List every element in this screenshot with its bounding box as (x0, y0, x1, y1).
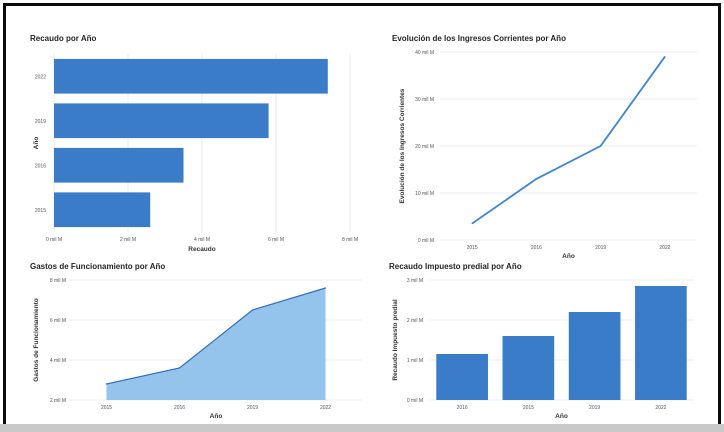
x-tick-label: 2022 (659, 245, 670, 251)
y-tick-label: 3 mil M (407, 278, 423, 284)
y-tick-label: 0 mil M (407, 398, 423, 404)
x-tick-label: 2015 (467, 245, 478, 251)
data-point (535, 178, 537, 180)
dashboard-frame: Recaudo por Año 0 mil M 2 mil M 4 mil M 6 m… (3, 3, 721, 427)
recaudo-chart-panel: Recaudo por Año 0 mil M 2 mil M 4 mil M 6 m… (30, 34, 370, 259)
x-tick-label: 0 mil M (46, 237, 62, 243)
bar (54, 147, 184, 183)
y-tick-label: 2 mil M (50, 398, 66, 404)
y-tick-label: 30 mil M (415, 97, 434, 103)
ingresos-chart-panel: Evolución de los Ingresos Corrientes por… (392, 34, 702, 260)
x-tick-label: 4 mil M (194, 237, 210, 243)
y-tick-label: 40 mil M (415, 50, 434, 56)
x-tick-label: 8 mil M (342, 237, 358, 243)
y-axis-label: Año (33, 137, 40, 150)
x-tick-label: 2016 (531, 245, 542, 251)
data-point (178, 367, 181, 369)
y-tick-label: 1 mil M (407, 358, 423, 364)
x-axis-label: Año (210, 413, 223, 420)
x-tick-label: 2019 (595, 245, 606, 251)
series-area (106, 288, 326, 400)
data-point (471, 222, 473, 225)
x-tick-label: 2 mil M (120, 237, 136, 243)
bar (436, 354, 488, 400)
bar (568, 312, 621, 400)
bar (502, 336, 555, 400)
data-point (251, 309, 254, 311)
y-tick-label: 10 mil M (415, 191, 434, 197)
y-axis-label: Evolución de los Ingresos Corrientes (399, 88, 406, 203)
bottom-edge (0, 424, 724, 432)
y-tick-label: 2015 (35, 208, 46, 214)
gastos-chart: 2 mil M 4 mil M 6 mil M 8 mil M 2015 2016 2019… (33, 278, 362, 420)
y-tick-label: 2016 (35, 163, 46, 169)
y-tick-label: 2022 (35, 74, 46, 80)
data-point (105, 383, 108, 385)
y-tick-label: 2019 (35, 119, 46, 125)
y-axis-label: Gastos de Funcionamiento (33, 298, 40, 381)
data-point (600, 145, 602, 147)
chart-title: Evolución de los Ingresos Corrientes por… (392, 34, 566, 43)
chart-title: Gastos de Funcionamiento por Año (30, 262, 166, 271)
x-tick-label: 6 mil M (268, 237, 284, 243)
y-tick-label: 20 mil M (415, 144, 434, 150)
bar (54, 103, 269, 139)
x-axis-label: Año (562, 253, 575, 260)
x-tick-label: 2022 (655, 405, 666, 411)
data-point (664, 56, 666, 58)
x-tick-label: 2016 (457, 405, 468, 411)
y-tick-label: 0 mil M (418, 238, 434, 244)
data-point (324, 287, 327, 289)
x-tick-label: 2016 (174, 405, 185, 411)
bar (54, 192, 151, 228)
x-axis-label: Recaudo (188, 246, 215, 253)
x-axis-label: Año (555, 413, 568, 420)
predial-chart: 0 mil M 1 mil M 2 mil M 3 mil M 2016 2015 2019… (392, 278, 694, 420)
x-tick-label: 2019 (589, 405, 600, 411)
x-tick-label: 2015 (101, 405, 112, 411)
series-line (106, 287, 326, 385)
bar (635, 286, 687, 400)
chart-title: Recaudo por Año (30, 34, 97, 43)
ingresos-chart: 0 mil M 10 mil M 20 mil M 30 mil M 40 mil M 2… (399, 50, 697, 260)
y-tick-label: 4 mil M (50, 358, 66, 364)
predial-chart-panel: Recaudo Impuesto predial por Año 0 mil M… (389, 262, 699, 422)
recaudo-chart: 0 mil M 2 mil M 4 mil M 6 mil M 8 mil M 2022 2… (33, 54, 358, 253)
x-tick-label: 2015 (523, 405, 534, 411)
series-line (471, 56, 666, 225)
x-tick-label: 2022 (320, 405, 331, 411)
bar (54, 58, 328, 94)
y-tick-label: 2 mil M (407, 318, 423, 324)
y-tick-label: 8 mil M (50, 278, 66, 284)
y-axis-label: Recaudo Impuesto predial (392, 299, 399, 380)
x-tick-label: 2019 (247, 405, 258, 411)
gastos-chart-panel: Gastos de Funcionamiento por Año 2 mil M… (30, 262, 370, 422)
chart-title: Recaudo Impuesto predial por Año (389, 262, 522, 271)
y-tick-label: 6 mil M (50, 318, 66, 324)
